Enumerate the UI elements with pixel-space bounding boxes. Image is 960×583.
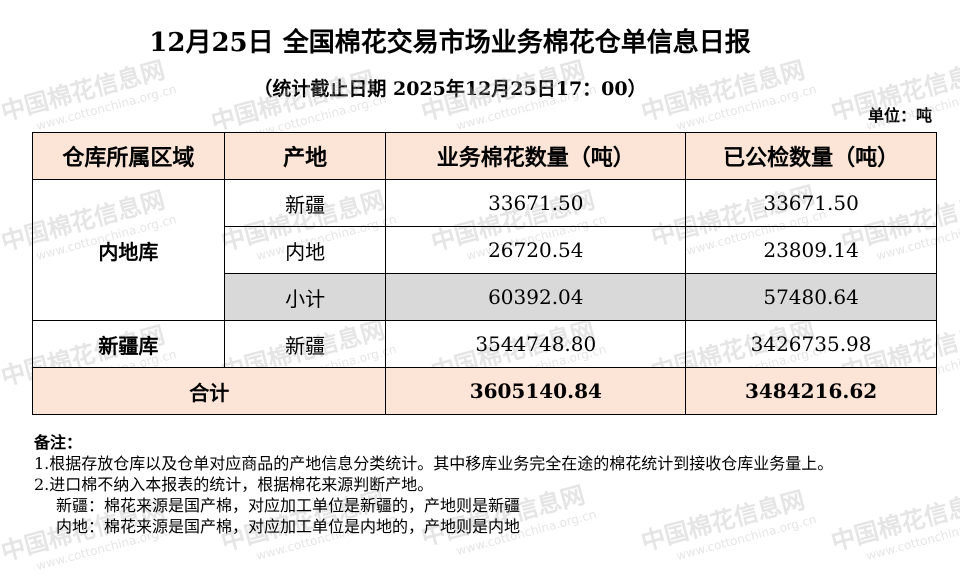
table-header-row: 仓库所属区域 产地 业务棉花数量（吨） 已公检数量（吨） xyxy=(32,132,937,180)
inspected-cell: 57480.64 xyxy=(685,273,937,321)
report-title: 12月25日 全国棉花交易市场业务棉花仓单信息日报 xyxy=(149,28,751,58)
inspected-cell: 23809.14 xyxy=(685,226,937,274)
inspected-cell: 3426735.98 xyxy=(685,320,937,368)
origin-cell: 新疆 xyxy=(223,320,387,368)
col-header-inspected: 已公检数量（吨） xyxy=(685,132,937,180)
col-header-region: 仓库所属区域 xyxy=(32,132,225,180)
note-line: 1.根据存放仓库以及仓单对应商品的产地信息分类统计。其中移库业务完全在途的棉花统… xyxy=(34,454,834,473)
origin-cell: 新疆 xyxy=(223,179,387,227)
total-inspected: 3484216.62 xyxy=(685,367,937,415)
business-cell: 33671.50 xyxy=(385,179,687,227)
col-header-origin: 产地 xyxy=(223,132,387,180)
total-business: 3605140.84 xyxy=(385,367,687,415)
subtotal-row: 小计 60392.04 57480.64 xyxy=(33,273,937,321)
warehouse-receipt-table: 仓库所属区域 产地 业务棉花数量（吨） 已公检数量（吨） 内地库 新疆 3367… xyxy=(31,132,937,415)
origin-cell: 小计 xyxy=(223,273,387,321)
unit-label: 单位：吨 xyxy=(867,106,932,125)
region-cell: 内地库 xyxy=(32,179,225,321)
note-line: 新疆：棉花来源是国产棉，对应加工单位是新疆的，产地则是新疆 xyxy=(56,496,521,515)
notes: 备注： 1.根据存放仓库以及仓单对应商品的产地信息分类统计。其中移库业务完全在途… xyxy=(34,432,934,537)
table-row: 内地 26720.54 23809.14 xyxy=(33,226,937,274)
business-cell: 26720.54 xyxy=(385,226,687,274)
total-row: 合计 3605140.84 3484216.62 xyxy=(31,367,937,415)
total-label: 合计 xyxy=(31,367,387,415)
note-line: 2.进口棉不纳入本报表的统计，根据棉花来源判断产地。 xyxy=(34,475,434,494)
col-header-business: 业务棉花数量（吨） xyxy=(385,132,687,180)
inspected-cell: 33671.50 xyxy=(685,179,937,227)
origin-cell: 内地 xyxy=(223,226,387,274)
note-line: 内地：棉花来源是国产棉，对应加工单位是内地的，产地则是内地 xyxy=(56,517,521,536)
report-subtitle: （统计截止日期 2025年12月25日17：00） xyxy=(253,78,647,100)
notes-heading: 备注： xyxy=(34,433,83,452)
business-cell: 60392.04 xyxy=(385,273,687,321)
table-row: 新疆库 新疆 3544748.80 3426735.98 xyxy=(32,320,937,368)
table-row: 内地库 新疆 33671.50 33671.50 xyxy=(32,179,937,321)
business-cell: 3544748.80 xyxy=(385,320,687,368)
region-cell: 新疆库 xyxy=(32,320,225,368)
